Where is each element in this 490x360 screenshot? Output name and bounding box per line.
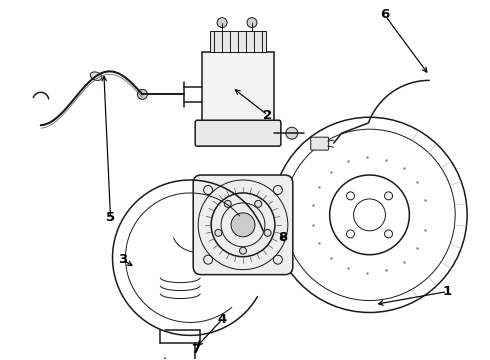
Text: 6: 6 [380, 8, 389, 21]
Circle shape [137, 89, 147, 99]
Circle shape [231, 213, 255, 237]
Text: 8: 8 [278, 231, 288, 244]
Circle shape [224, 201, 231, 207]
Ellipse shape [90, 72, 102, 80]
Text: 7: 7 [191, 343, 200, 356]
Polygon shape [210, 31, 266, 53]
FancyBboxPatch shape [195, 120, 281, 146]
Circle shape [264, 229, 271, 236]
Text: 3: 3 [118, 253, 127, 266]
Circle shape [240, 247, 246, 254]
FancyBboxPatch shape [193, 175, 293, 275]
Text: 4: 4 [218, 313, 227, 326]
FancyBboxPatch shape [311, 137, 329, 150]
Text: 1: 1 [442, 285, 452, 298]
Circle shape [215, 229, 222, 236]
Circle shape [217, 18, 227, 28]
Circle shape [247, 18, 257, 28]
Text: 5: 5 [106, 211, 115, 224]
Circle shape [255, 201, 262, 207]
Circle shape [286, 127, 298, 139]
FancyBboxPatch shape [202, 53, 274, 122]
Text: 2: 2 [263, 109, 272, 122]
